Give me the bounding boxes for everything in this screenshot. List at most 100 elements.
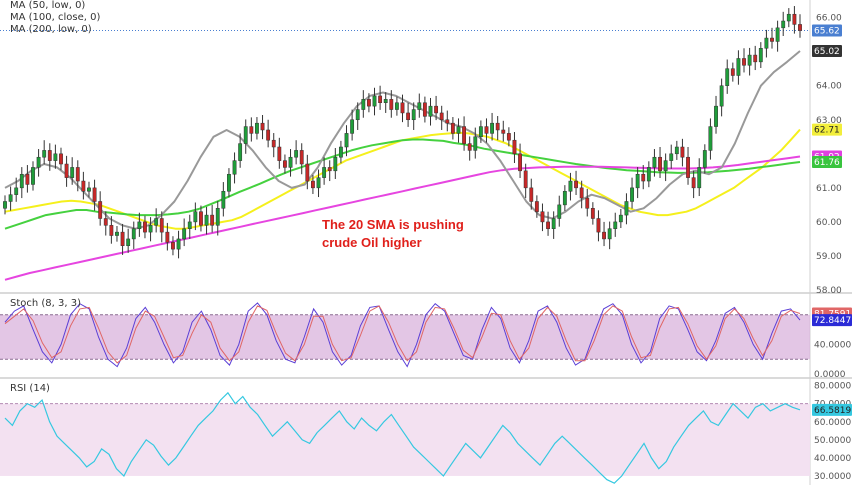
candle-body (299, 150, 304, 165)
candle-body (702, 150, 707, 168)
candle-body (159, 218, 164, 233)
candle-body (249, 126, 254, 134)
candle-body (64, 163, 69, 178)
rsi-tick-label: 60.0000 (814, 418, 851, 428)
candle-body (19, 173, 24, 189)
candle-body (316, 177, 321, 189)
rsi-tick-label: 50.0000 (814, 436, 851, 446)
candle-body (165, 231, 170, 243)
candle-body (137, 221, 142, 229)
candle-body (350, 119, 355, 134)
candle-body (484, 126, 489, 134)
candle-body (635, 173, 640, 189)
candle-body (646, 167, 651, 182)
candle-body (590, 208, 595, 219)
stoch-line-pct-k (4, 302, 801, 368)
price-tick-label: 61.00 (816, 184, 842, 194)
candle-body (389, 99, 394, 110)
candle-body (81, 180, 86, 192)
rsi-tick-label: 30.0000 (814, 472, 851, 482)
stoch-lines (4, 302, 801, 368)
legend-ma200: MA (200, low, 0) (10, 24, 92, 35)
candle-body (602, 231, 606, 240)
candle-body (75, 167, 80, 182)
candle-body (686, 156, 690, 178)
rsi-axis: 80.000070.000060.000050.000040.000030.00… (814, 382, 851, 482)
candle-body (243, 126, 248, 144)
candle-body (697, 167, 702, 189)
candle-body (204, 214, 209, 226)
candle-body (439, 112, 444, 121)
annotation-line-1: The 20 SMA is pushing (322, 217, 464, 232)
candle-body (8, 194, 13, 202)
candle-body (473, 136, 478, 151)
candle-body (53, 153, 58, 161)
legend-ma100: MA (100, close, 0) (10, 12, 100, 23)
price-tags: 65.6265.0262.7161.9261.7681.759172.84476… (812, 24, 852, 416)
stoch-title: Stoch (8, 3, 3) (10, 298, 81, 309)
candle-body (383, 99, 388, 103)
candle-body (579, 187, 584, 199)
candle-body (490, 122, 494, 134)
candle-body (691, 177, 696, 189)
candle-body (238, 143, 243, 161)
candle-body (411, 109, 416, 121)
rsi-line (4, 391, 801, 484)
candle-body (478, 126, 483, 138)
candle-body (221, 191, 226, 209)
price-tag-label: 65.62 (814, 27, 840, 37)
candle-body (428, 105, 433, 117)
rsi-title: RSI (14) (10, 383, 50, 394)
candle-body (47, 150, 52, 161)
candle-body (277, 146, 282, 161)
candle-body (59, 153, 63, 165)
candle-body (613, 221, 618, 229)
candle-body (120, 231, 125, 246)
candle-body (557, 204, 562, 219)
candle-body (562, 191, 567, 206)
candle-body (36, 156, 41, 168)
candle-body (523, 170, 528, 189)
rsi-tick-label: 80.0000 (814, 382, 851, 392)
candle-body (518, 153, 522, 172)
candle-body (495, 122, 500, 131)
price-tag-label: 61.76 (814, 158, 840, 168)
candle-body (456, 126, 461, 134)
rsi-lines (4, 391, 801, 484)
candle-body (344, 133, 349, 148)
candle-body (187, 221, 192, 229)
candle-body (361, 99, 366, 110)
candle-body (719, 85, 724, 107)
price-tag-box (812, 44, 842, 57)
price-tick-label: 59.00 (816, 252, 842, 262)
candle-body (417, 102, 422, 110)
candle-body (618, 214, 623, 223)
candle-body (70, 167, 75, 178)
candle-body (792, 13, 797, 25)
candle-body (467, 143, 472, 151)
price-panel-bg (0, 0, 810, 292)
price-tick-label: 64.00 (816, 82, 842, 92)
candle-body (148, 225, 153, 233)
candle-body (3, 201, 7, 209)
candle-body (176, 238, 181, 250)
candle-body (736, 58, 741, 76)
price-tag-box (812, 24, 842, 37)
candle-body (434, 105, 439, 114)
candle-body (607, 228, 612, 240)
candle-body (546, 221, 550, 229)
price-tick-label: 63.00 (816, 116, 842, 126)
candle-body (630, 187, 634, 202)
stoch-line-pct-d (4, 305, 801, 364)
candle-body (770, 37, 774, 42)
candle-body (171, 242, 175, 250)
candle-body (31, 167, 35, 185)
candle-body (596, 218, 601, 233)
rsi-band (0, 403, 810, 476)
candle-body (506, 133, 511, 141)
candle-body (366, 99, 371, 107)
candle-body (154, 218, 159, 226)
stoch-tick-label: 0.0000 (814, 370, 846, 380)
candle-body (271, 139, 276, 148)
